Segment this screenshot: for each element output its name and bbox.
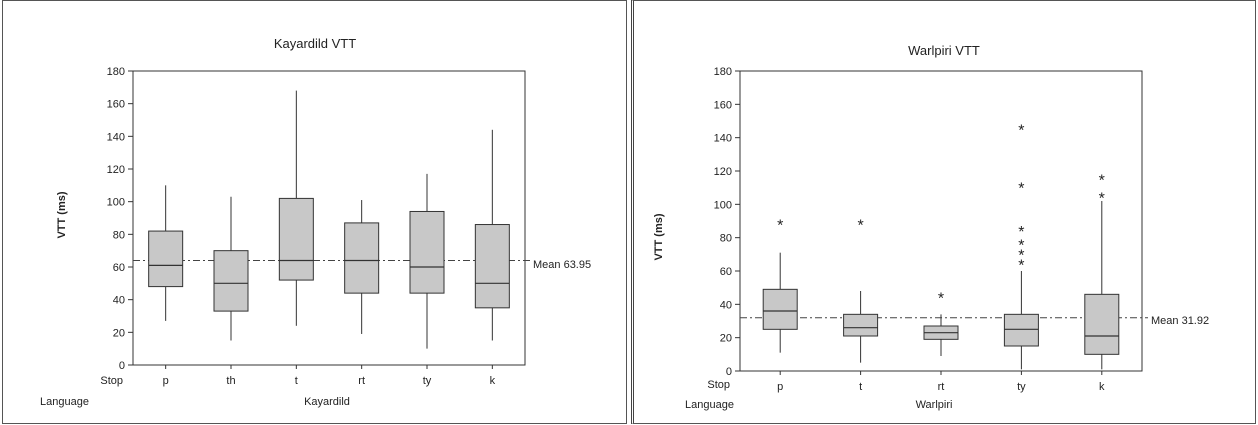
x-tick-label: th	[226, 375, 235, 387]
box-p	[148, 230, 184, 288]
box-ty	[409, 210, 445, 294]
box-k	[1084, 293, 1120, 355]
kayardild-chart: Kayardild VTT VTT (ms) Stop Language Kay…	[40, 36, 591, 408]
outlier-mark: *	[1018, 237, 1024, 254]
y-tick-label: 40	[720, 299, 732, 311]
y-tick-label: 0	[119, 360, 125, 372]
outlier-mark: *	[1099, 191, 1105, 208]
outlier-mark: *	[1018, 257, 1024, 274]
x-tick-label: rt	[938, 381, 945, 393]
chart-title: Kayardild VTT	[274, 36, 356, 51]
y-tick-label: 20	[113, 327, 125, 339]
x-tick-label: ty	[1017, 381, 1026, 393]
x-tick-label: k	[490, 375, 496, 387]
y-tick-label: 160	[107, 99, 125, 111]
y-tick-label: 0	[726, 366, 732, 378]
box-t	[278, 197, 314, 281]
outlier-mark: *	[1018, 122, 1024, 139]
y-tick-label: 120	[714, 166, 732, 178]
box-p	[762, 288, 798, 330]
outlier-mark: *	[1099, 172, 1105, 189]
outlier-mark: *	[1018, 181, 1024, 198]
warlpiri-panel: Warlpiri VTT VTT (ms) Stop Language Warl…	[631, 0, 1256, 424]
box-k	[474, 224, 510, 309]
y-tick-label: 140	[107, 131, 125, 143]
box-t	[843, 313, 879, 337]
x-tick-label: p	[777, 381, 783, 393]
outlier-mark: *	[1018, 247, 1024, 264]
language-row-label: Language	[40, 396, 89, 408]
language-row-label: Language	[685, 399, 734, 411]
y-tick-label: 100	[107, 197, 125, 209]
y-tick-label: 60	[113, 262, 125, 274]
y-tick-label: 20	[720, 333, 732, 345]
x-tick-label: k	[1099, 381, 1105, 393]
x-tick-label: p	[163, 375, 169, 387]
language-group-label: Warlpiri	[916, 399, 953, 411]
y-tick-label: 80	[720, 233, 732, 245]
box-rt	[344, 222, 380, 294]
x-tick-label: t	[295, 375, 298, 387]
y-tick-label: 60	[720, 266, 732, 278]
outlier-mark: *	[857, 217, 863, 234]
x-tick-label: ty	[423, 375, 432, 387]
y-axis-label: VTT (ms)	[56, 191, 68, 238]
plot-frame	[132, 70, 526, 366]
y-tick-label: 160	[714, 99, 732, 111]
y-tick-label: 120	[107, 164, 125, 176]
y-tick-label: 180	[714, 66, 732, 78]
x-tick-label: t	[859, 381, 862, 393]
kayardild-panel: Kayardild VTT VTT (ms) Stop Language Kay…	[2, 0, 627, 424]
mean-label: Mean 31.92	[1151, 315, 1209, 327]
stop-row-label: Stop	[707, 379, 730, 391]
y-axis-label: VTT (ms)	[653, 213, 665, 260]
outlier-mark: *	[938, 291, 944, 308]
y-tick-label: 180	[107, 66, 125, 78]
box-th	[213, 250, 249, 312]
box-ty	[1003, 313, 1039, 347]
outlier-mark: *	[777, 217, 783, 234]
y-tick-label: 40	[113, 295, 125, 307]
outlier-mark: *	[1018, 224, 1024, 241]
x-tick-label: rt	[358, 375, 365, 387]
chart-title: Warlpiri VTT	[908, 43, 980, 58]
y-tick-label: 140	[714, 133, 732, 145]
mean-label: Mean 63.95	[533, 259, 591, 271]
y-tick-label: 80	[113, 229, 125, 241]
warlpiri-chart: Warlpiri VTT VTT (ms) Stop Language Warl…	[653, 43, 1209, 411]
y-tick-label: 100	[714, 199, 732, 211]
language-group-label: Kayardild	[304, 396, 350, 408]
stop-row-label: Stop	[100, 375, 123, 387]
